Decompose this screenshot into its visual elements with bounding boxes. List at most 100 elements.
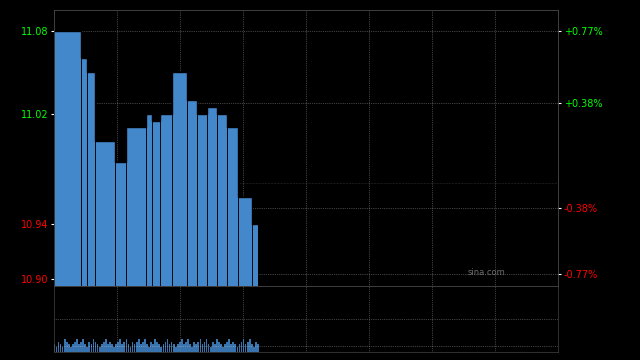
Bar (81, 58, 87, 286)
Bar (144, 339, 146, 352)
Bar (122, 344, 123, 352)
Bar (152, 121, 160, 286)
Bar (195, 344, 197, 352)
Bar (76, 339, 78, 352)
Bar (161, 347, 162, 352)
Bar (95, 141, 115, 286)
Bar (210, 347, 212, 352)
Bar (193, 342, 195, 352)
Bar (72, 344, 74, 352)
Bar (253, 347, 255, 352)
Bar (68, 344, 70, 352)
Bar (243, 339, 244, 352)
Bar (115, 344, 117, 352)
Bar (216, 339, 218, 352)
Bar (101, 344, 102, 352)
Bar (205, 339, 207, 352)
Bar (142, 342, 144, 352)
Bar (187, 339, 189, 352)
Bar (187, 100, 197, 286)
Bar (146, 344, 148, 352)
Bar (125, 339, 127, 352)
Bar (220, 344, 222, 352)
Bar (166, 339, 168, 352)
Bar (125, 127, 146, 286)
Bar (187, 100, 197, 286)
Bar (208, 344, 209, 352)
Bar (237, 347, 238, 352)
Bar (117, 342, 119, 352)
Bar (230, 344, 232, 352)
Bar (239, 344, 241, 352)
Bar (64, 339, 65, 352)
Bar (86, 347, 88, 352)
Bar (252, 224, 258, 286)
Bar (191, 347, 193, 352)
Bar (93, 339, 94, 352)
Bar (179, 342, 180, 352)
Bar (136, 342, 138, 352)
Bar (212, 342, 214, 352)
Bar (257, 344, 259, 352)
Bar (83, 339, 84, 352)
Bar (95, 141, 115, 286)
Bar (146, 114, 152, 286)
Bar (227, 342, 228, 352)
Bar (150, 342, 152, 352)
Bar (234, 344, 236, 352)
Bar (107, 344, 109, 352)
Bar (222, 347, 224, 352)
Bar (152, 121, 160, 286)
Bar (177, 344, 179, 352)
Bar (237, 197, 252, 286)
Bar (80, 342, 82, 352)
Bar (127, 344, 129, 352)
Bar (66, 342, 68, 352)
Bar (146, 114, 152, 286)
Bar (90, 344, 92, 352)
Bar (109, 342, 111, 352)
Bar (60, 344, 61, 352)
Bar (198, 342, 199, 352)
Bar (228, 339, 230, 352)
Bar (172, 72, 187, 286)
Bar (132, 342, 133, 352)
Bar (119, 339, 121, 352)
Bar (189, 344, 191, 352)
Bar (237, 197, 252, 286)
Bar (241, 342, 243, 352)
Bar (255, 342, 257, 352)
Bar (54, 31, 81, 286)
Bar (227, 127, 237, 286)
Bar (54, 344, 55, 352)
Bar (163, 344, 164, 352)
Bar (169, 344, 170, 352)
Bar (218, 342, 220, 352)
Text: sina.com: sina.com (467, 268, 505, 277)
Bar (95, 342, 97, 352)
Bar (138, 339, 140, 352)
Bar (185, 342, 187, 352)
Bar (87, 72, 95, 286)
Bar (183, 344, 185, 352)
Bar (84, 344, 86, 352)
Bar (111, 344, 113, 352)
Bar (148, 347, 150, 352)
Bar (202, 344, 204, 352)
Bar (130, 347, 131, 352)
Bar (134, 344, 136, 352)
Bar (244, 344, 246, 352)
Bar (105, 339, 107, 352)
Bar (197, 114, 207, 286)
Bar (156, 342, 158, 352)
Bar (224, 344, 226, 352)
Bar (87, 72, 95, 286)
Bar (70, 347, 72, 352)
Bar (200, 339, 201, 352)
Bar (249, 339, 251, 352)
Bar (74, 342, 76, 352)
Bar (207, 107, 217, 286)
Bar (227, 127, 237, 286)
Bar (115, 162, 125, 286)
Bar (252, 224, 258, 286)
